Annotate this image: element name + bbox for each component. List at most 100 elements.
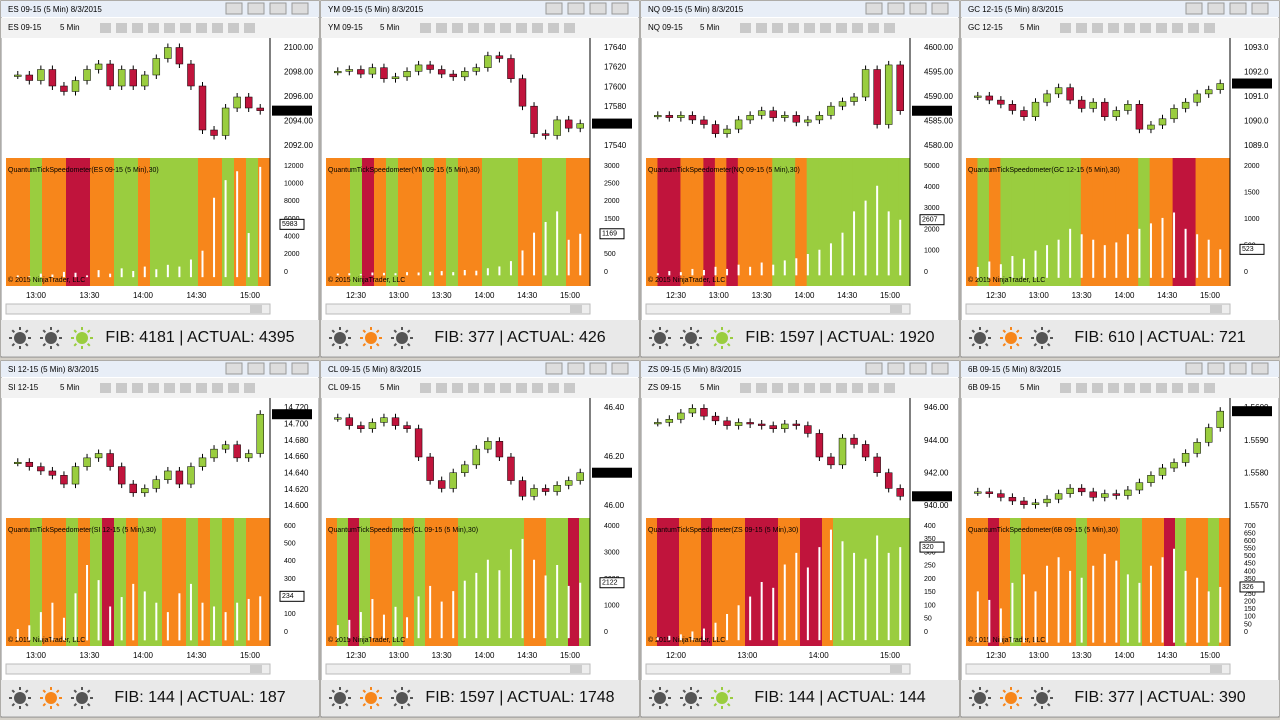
tool-button[interactable] — [548, 383, 559, 393]
tool-button[interactable] — [148, 23, 159, 33]
window-button[interactable] — [225, 2, 243, 15]
window-button[interactable] — [1251, 2, 1269, 15]
window-button[interactable] — [589, 2, 607, 15]
tool-button[interactable] — [740, 23, 751, 33]
tool-button[interactable] — [148, 383, 159, 393]
scrollbar[interactable] — [325, 663, 591, 675]
window-button[interactable] — [887, 362, 905, 375]
window-button[interactable] — [909, 362, 927, 375]
interval-select[interactable]: 5 Min — [1020, 23, 1040, 32]
scrollbar[interactable] — [5, 663, 271, 675]
tool-button[interactable] — [852, 383, 863, 393]
tool-button[interactable] — [484, 23, 495, 33]
instrument-select[interactable]: YM 09-15 — [328, 23, 363, 32]
window-button[interactable] — [1207, 362, 1225, 375]
tool-button[interactable] — [868, 383, 879, 393]
instrument-select[interactable]: 6B 09-15 — [968, 383, 1001, 392]
tool-button[interactable] — [1188, 383, 1199, 393]
window-button[interactable] — [269, 2, 287, 15]
scroll-thumb[interactable] — [1210, 305, 1222, 313]
instrument-select[interactable]: ES 09-15 — [8, 23, 42, 32]
window-button[interactable] — [887, 2, 905, 15]
tool-button[interactable] — [1092, 23, 1103, 33]
tool-button[interactable] — [756, 23, 767, 33]
tool-button[interactable] — [820, 383, 831, 393]
tool-button[interactable] — [1060, 383, 1071, 393]
tool-button[interactable] — [740, 383, 751, 393]
tool-button[interactable] — [1172, 383, 1183, 393]
tool-button[interactable] — [244, 383, 255, 393]
tool-button[interactable] — [564, 383, 575, 393]
tool-button[interactable] — [228, 383, 239, 393]
tool-button[interactable] — [1108, 383, 1119, 393]
instrument-select[interactable]: SI 12-15 — [8, 383, 39, 392]
window-button[interactable] — [1207, 2, 1225, 15]
tool-button[interactable] — [564, 23, 575, 33]
interval-select[interactable]: 5 Min — [700, 383, 720, 392]
tool-button[interactable] — [804, 23, 815, 33]
tool-button[interactable] — [836, 383, 847, 393]
tool-button[interactable] — [1124, 383, 1135, 393]
tool-button[interactable] — [532, 23, 543, 33]
scroll-thumb[interactable] — [570, 305, 582, 313]
tool-button[interactable] — [468, 23, 479, 33]
window-button[interactable] — [931, 2, 949, 15]
tool-button[interactable] — [1124, 23, 1135, 33]
tool-button[interactable] — [244, 23, 255, 33]
window-button[interactable] — [545, 2, 563, 15]
interval-select[interactable]: 5 Min — [1020, 383, 1040, 392]
window-button[interactable] — [1229, 362, 1247, 375]
tool-button[interactable] — [756, 383, 767, 393]
tool-button[interactable] — [164, 383, 175, 393]
window-button[interactable] — [865, 2, 883, 15]
scroll-thumb[interactable] — [570, 665, 582, 673]
tool-button[interactable] — [420, 23, 431, 33]
tool-button[interactable] — [132, 23, 143, 33]
tool-button[interactable] — [788, 23, 799, 33]
window-button[interactable] — [247, 362, 265, 375]
interval-select[interactable]: 5 Min — [380, 383, 400, 392]
tool-button[interactable] — [884, 383, 895, 393]
scrollbar[interactable] — [965, 303, 1231, 315]
tool-button[interactable] — [100, 383, 111, 393]
scroll-thumb[interactable] — [250, 665, 262, 673]
window-button[interactable] — [931, 362, 949, 375]
tool-button[interactable] — [804, 383, 815, 393]
tool-button[interactable] — [1076, 23, 1087, 33]
tool-button[interactable] — [532, 383, 543, 393]
scrollbar[interactable] — [965, 663, 1231, 675]
tool-button[interactable] — [1092, 383, 1103, 393]
tool-button[interactable] — [500, 383, 511, 393]
tool-button[interactable] — [100, 23, 111, 33]
tool-button[interactable] — [884, 23, 895, 33]
window-button[interactable] — [567, 2, 585, 15]
tool-button[interactable] — [1156, 23, 1167, 33]
tool-button[interactable] — [212, 383, 223, 393]
scroll-thumb[interactable] — [250, 305, 262, 313]
window-button[interactable] — [1251, 362, 1269, 375]
tool-button[interactable] — [180, 23, 191, 33]
interval-select[interactable]: 5 Min — [380, 23, 400, 32]
window-button[interactable] — [291, 2, 309, 15]
tool-button[interactable] — [1060, 23, 1071, 33]
instrument-select[interactable]: GC 12-15 — [968, 23, 1003, 32]
window-button[interactable] — [269, 362, 287, 375]
tool-button[interactable] — [116, 383, 127, 393]
tool-button[interactable] — [1204, 23, 1215, 33]
tool-button[interactable] — [548, 23, 559, 33]
tool-button[interactable] — [452, 23, 463, 33]
interval-select[interactable]: 5 Min — [700, 23, 720, 32]
tool-button[interactable] — [196, 23, 207, 33]
tool-button[interactable] — [1156, 383, 1167, 393]
tool-button[interactable] — [1076, 383, 1087, 393]
instrument-select[interactable]: NQ 09-15 — [648, 23, 683, 32]
window-button[interactable] — [1229, 2, 1247, 15]
tool-button[interactable] — [772, 383, 783, 393]
window-button[interactable] — [567, 362, 585, 375]
tool-button[interactable] — [420, 383, 431, 393]
instrument-select[interactable]: ZS 09-15 — [648, 383, 681, 392]
window-button[interactable] — [611, 362, 629, 375]
tool-button[interactable] — [788, 383, 799, 393]
tool-button[interactable] — [132, 383, 143, 393]
tool-button[interactable] — [436, 23, 447, 33]
